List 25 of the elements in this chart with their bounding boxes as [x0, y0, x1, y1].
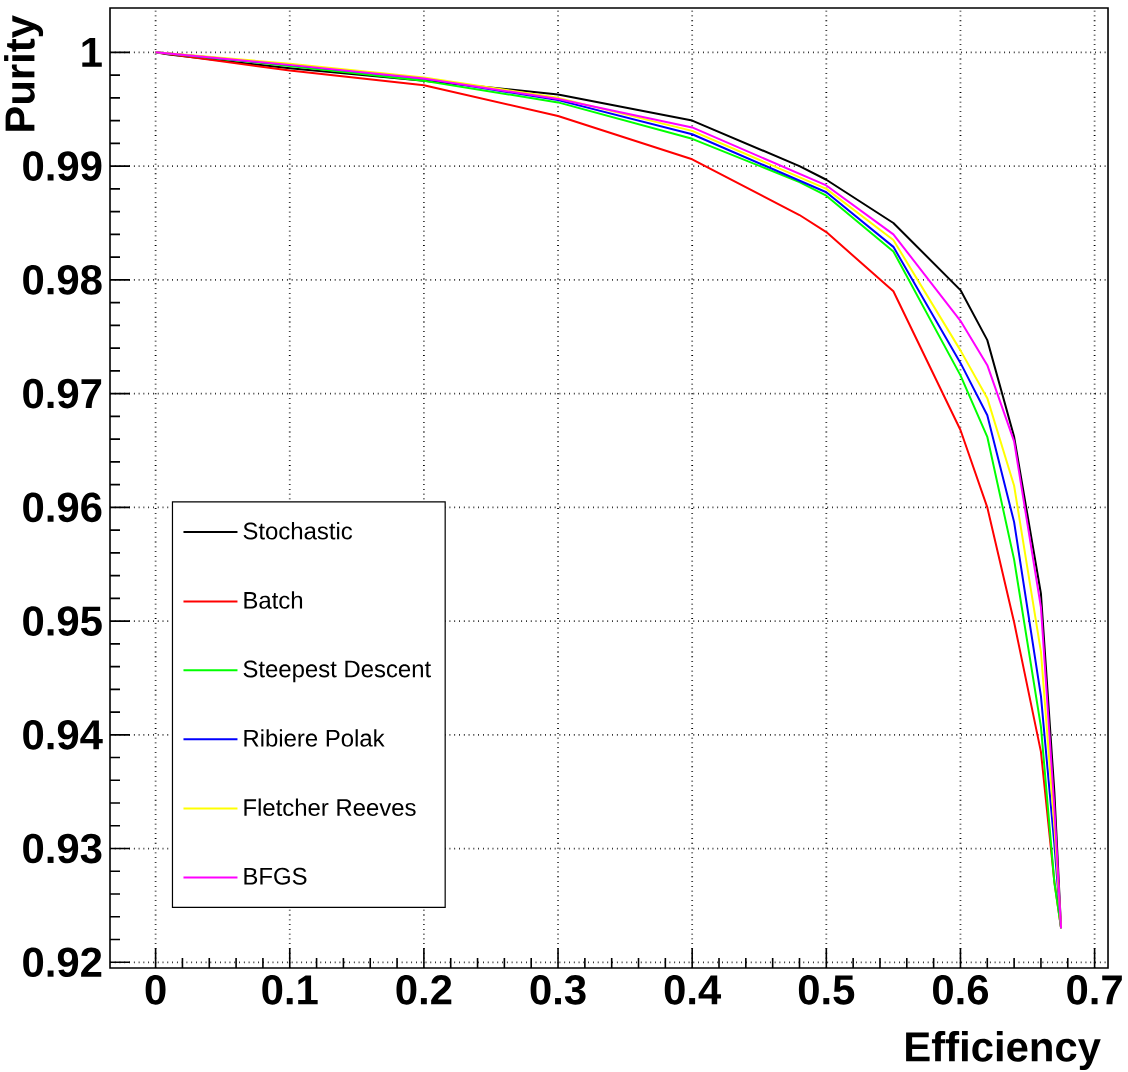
legend-label: Stochastic: [243, 521, 353, 540]
x-tick-label: 0.2: [396, 975, 452, 1005]
y-tick-label: 0.97: [23, 378, 102, 409]
y-tick-label: 0.99: [23, 151, 102, 181]
y-tick-label: 0.98: [23, 265, 102, 295]
x-axis-title: Efficiency: [906, 1031, 1101, 1071]
legend-label: Ribiere Polak: [244, 729, 385, 747]
x-tick-label: 0.5: [798, 975, 855, 1005]
y-tick-label: 0.93: [23, 833, 102, 864]
y-axis-title: Purity: [4, 15, 44, 131]
x-tick-label: 0.4: [664, 975, 722, 1005]
legend-label: Batch: [244, 591, 303, 609]
y-tick-label: 0.94: [23, 720, 103, 750]
y-tick-label: 0.96: [23, 492, 102, 523]
y-tick-label: 0.92: [23, 947, 102, 978]
y-tick-label: 1: [82, 37, 102, 67]
legend-label: BFGS: [244, 867, 307, 885]
x-tick-label: 0.6: [933, 975, 989, 1005]
y-tick-label: 0.95: [23, 606, 102, 636]
x-tick-label: 0.1: [262, 975, 318, 1005]
legend-label: Fletcher Reeves: [244, 798, 416, 816]
x-tick-label: 0: [145, 975, 166, 1005]
x-tick-label: 0.7: [1067, 975, 1122, 1005]
x-tick-label: 0.3: [530, 975, 586, 1005]
legend-label: Steepest Descent: [243, 660, 431, 683]
